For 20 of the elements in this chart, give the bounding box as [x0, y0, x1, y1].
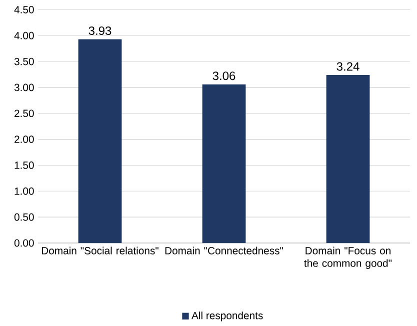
x-tick-label: Domain "Connectedness" [165, 246, 284, 254]
x-tick-label: Domain "Social relations" [42, 246, 158, 254]
legend-label: All respondents [192, 312, 263, 322]
data-label: 3.24 [336, 62, 360, 71]
data-label: 3.06 [212, 72, 236, 80]
y-tick-label: 3.50 [14, 58, 34, 66]
y-tick-label: 2.50 [14, 110, 34, 118]
y-tick-label: 2.00 [14, 136, 34, 143]
bar [78, 39, 122, 243]
y-tick-label: 4.50 [14, 6, 34, 14]
bar [202, 84, 246, 243]
y-tick-label: 0.00 [14, 239, 34, 247]
y-tick-label: 4.00 [14, 32, 34, 40]
y-tick-label: 1.00 [14, 187, 34, 195]
y-tick-label: 0.50 [14, 213, 34, 221]
x-tick-label: Domain "Focus on the common good" [304, 246, 392, 269]
data-label: 3.93 [88, 26, 112, 35]
y-tick-label: 1.50 [14, 162, 34, 169]
bar [326, 74, 370, 243]
y-tick-label: 3.00 [14, 84, 34, 92]
